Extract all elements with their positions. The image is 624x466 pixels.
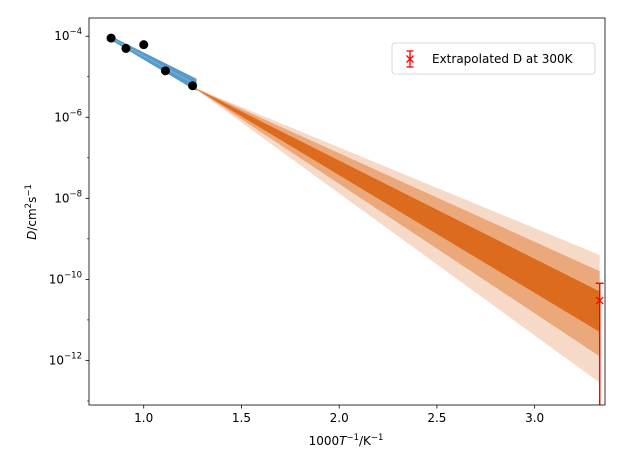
legend-box (391, 42, 596, 75)
data-point (160, 66, 170, 76)
band-layer (110, 36, 600, 383)
y-tick-label: 10−10 (49, 270, 82, 286)
data-point (106, 33, 116, 43)
data-point (188, 81, 198, 91)
errorbar-layer (595, 282, 604, 405)
extrapolated-point-marker (595, 296, 604, 305)
y-tick-label: 10−6 (54, 108, 82, 124)
x-tick-label: 2.5 (427, 411, 446, 425)
points-layer (106, 33, 198, 91)
y-tick-label: 10−8 (54, 189, 82, 205)
y-axis-ticks: 10−12 10−10 10−8 10−6 10−4 (49, 27, 89, 402)
extrapolation-band-0 (192, 86, 600, 383)
extrapolation-band-2 (192, 86, 600, 333)
extrapolation-band-1 (192, 86, 600, 357)
x-axis-ticks: 1.0 1.5 2.0 2.5 3.0 (134, 405, 544, 425)
legend-errorbar-marker (406, 50, 414, 68)
x-tick-label: 3.0 (525, 411, 544, 425)
y-axis-label: D/cm2s−1 (24, 184, 39, 240)
x-tick-label: 1.0 (134, 411, 153, 425)
legend-label: Extrapolated D at 300K (432, 52, 574, 66)
x-tick-label: 1.5 (232, 411, 251, 425)
plot-frame (88, 17, 606, 406)
x-tick-label: 2.0 (330, 411, 349, 425)
data-point (139, 40, 149, 50)
data-point (121, 43, 131, 53)
x-axis-label: 1000T−1/K−1 (309, 433, 384, 448)
legend: Extrapolated D at 300K (391, 42, 596, 75)
y-tick-label: 10−4 (54, 27, 82, 43)
y-tick-label: 10−12 (49, 351, 82, 367)
